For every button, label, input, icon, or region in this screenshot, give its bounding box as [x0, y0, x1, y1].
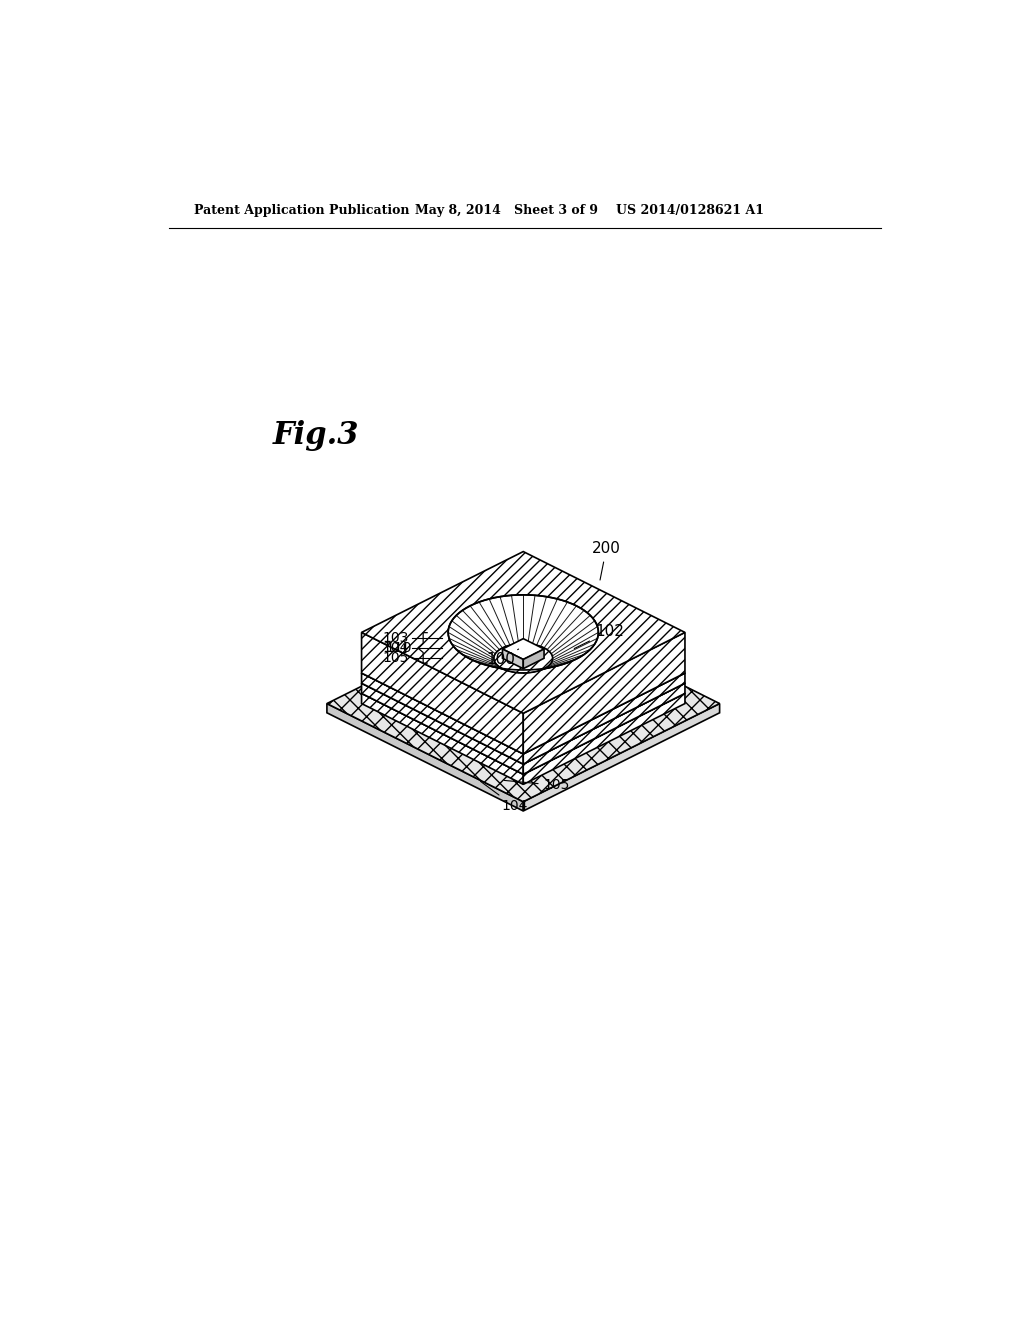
Text: 103: 103 [382, 631, 409, 644]
Text: Fig.3: Fig.3 [273, 420, 359, 451]
Polygon shape [494, 644, 553, 673]
Polygon shape [361, 593, 685, 754]
Polygon shape [361, 693, 523, 784]
Text: May 8, 2014   Sheet 3 of 9: May 8, 2014 Sheet 3 of 9 [416, 205, 598, 218]
Polygon shape [523, 632, 685, 754]
Polygon shape [361, 612, 685, 775]
Polygon shape [523, 649, 544, 669]
Text: 100: 100 [486, 649, 518, 668]
Polygon shape [327, 606, 720, 801]
Text: 200: 200 [592, 541, 621, 579]
Text: 105: 105 [504, 779, 570, 792]
Polygon shape [361, 632, 523, 754]
Text: 104: 104 [382, 642, 409, 655]
Polygon shape [361, 673, 523, 764]
Polygon shape [523, 693, 685, 784]
Polygon shape [327, 704, 523, 810]
Polygon shape [523, 684, 685, 775]
Polygon shape [523, 673, 685, 764]
Text: 104: 104 [480, 781, 527, 813]
Polygon shape [361, 552, 685, 713]
Text: 105: 105 [382, 651, 409, 665]
Text: 110: 110 [386, 642, 413, 655]
Polygon shape [361, 684, 523, 775]
Text: Patent Application Publication: Patent Application Publication [194, 205, 410, 218]
Polygon shape [503, 639, 544, 660]
Polygon shape [361, 602, 685, 764]
Text: US 2014/0128621 A1: US 2014/0128621 A1 [615, 205, 764, 218]
Polygon shape [503, 649, 523, 669]
Text: 102: 102 [574, 624, 624, 648]
Polygon shape [449, 595, 598, 671]
Polygon shape [523, 704, 720, 810]
